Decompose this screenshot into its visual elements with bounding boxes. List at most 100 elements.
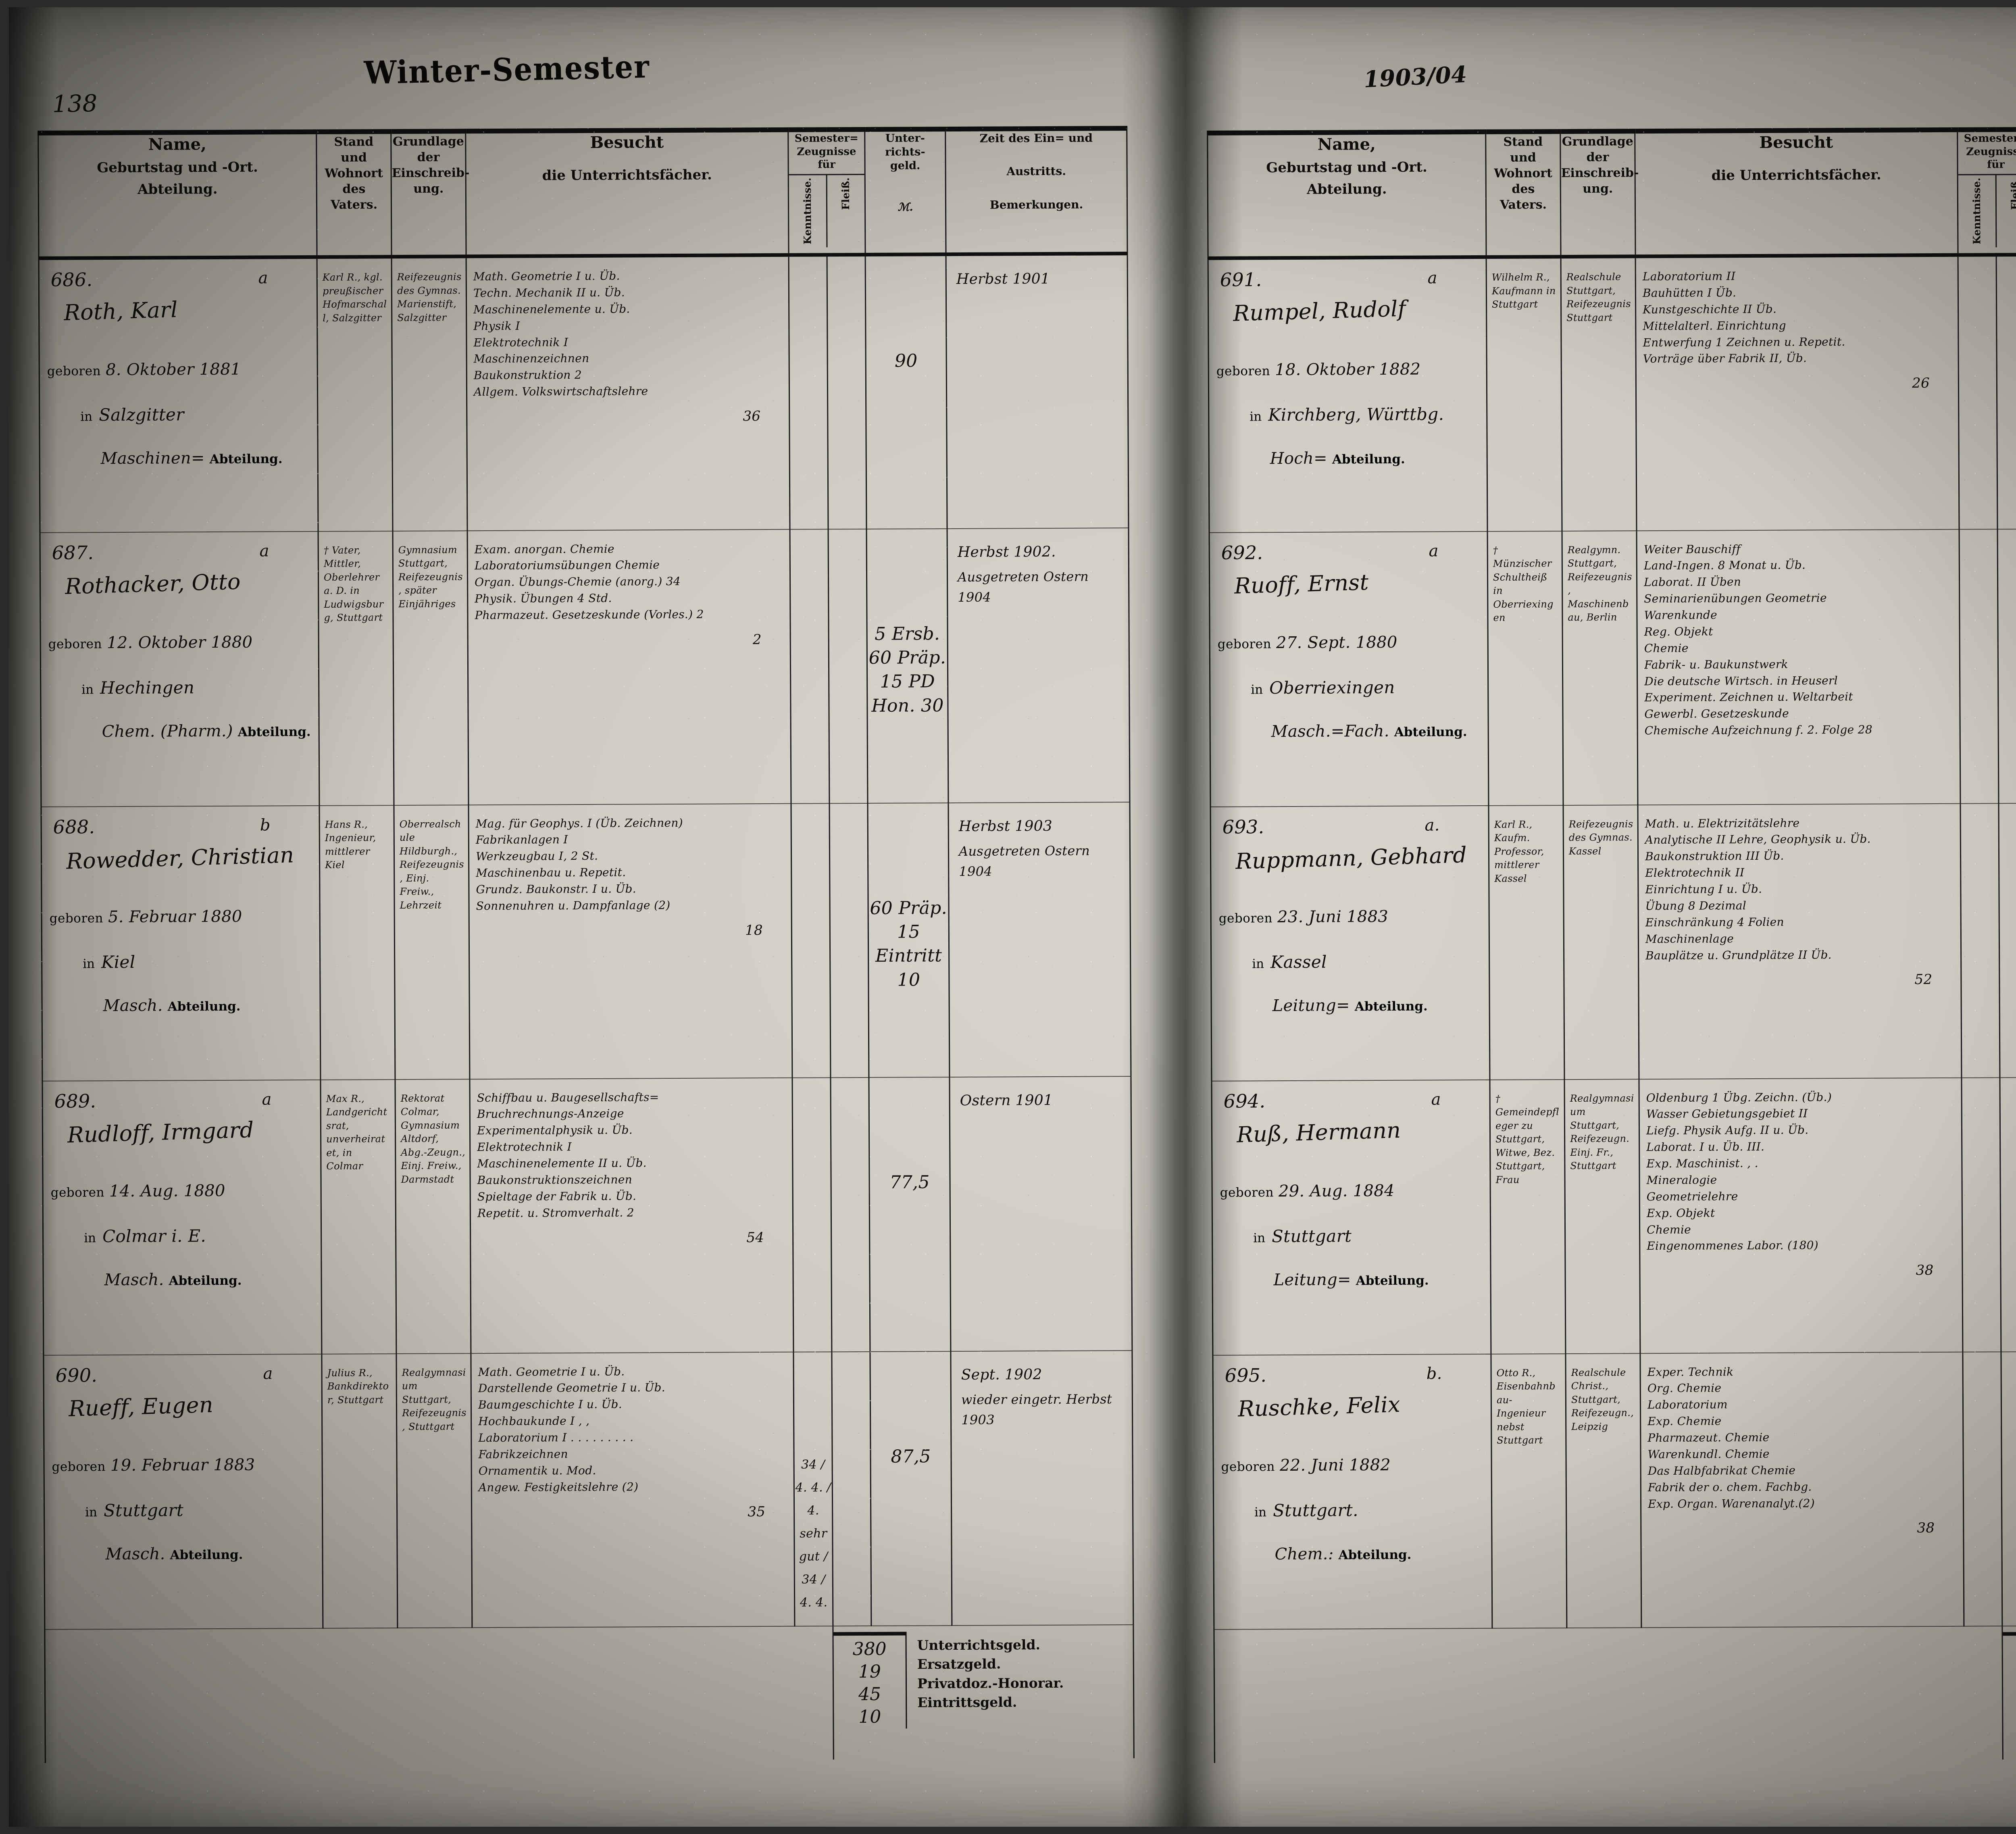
table-row[interactable]: 687. a Rothacker, Otto geboren 12. Oktober 1…	[40, 527, 1130, 807]
entry-section-letter: b.	[1426, 1364, 1442, 1383]
subject-line: Organ. Übungs-Chemie (anorg.) 34	[475, 575, 681, 589]
table-row[interactable]: 688. b Rowedder, Christian geboren 5. Februa…	[41, 802, 1131, 1081]
entry-fee: 87,5	[891, 1446, 931, 1467]
subject-line: Weiter Bauschiff	[1643, 542, 1741, 556]
table-row[interactable]: 693. a. Ruppmann, Gebhard geboren 23. Juni 1…	[1210, 802, 2016, 1081]
entry-birth: geboren 22. Juni 1882	[1221, 1455, 1391, 1475]
entry-kenntnisse	[791, 804, 829, 904]
entry-subject-count: 36	[743, 408, 761, 425]
entry-birth: geboren 8. Oktober 1881	[47, 360, 241, 379]
entry-subjects: Exam. anorgan. Chemie Laboratoriumsübunge…	[468, 529, 790, 651]
cell-fleiss	[827, 254, 867, 529]
cell-grundlage: Oberrealschule Hildburgh., Reifezeugnis,…	[394, 804, 470, 1080]
entry-fee: 77,5	[889, 1171, 930, 1193]
subject-line: Kunstgeschichte II Üb.	[1643, 302, 1777, 316]
cell-kenntnisse	[790, 529, 829, 804]
entry-department: Masch. Abteilung.	[104, 1270, 242, 1289]
totals-values-left: 380 19 45 10	[833, 1632, 907, 1729]
cell-name: 695. b. Ruschke, Felix geboren 22. Juni 1882…	[1212, 1354, 1492, 1630]
subject-line: Liefg. Physik Aufg. II u. Üb.	[1646, 1123, 1809, 1138]
entries-body-left: 686. a Roth, Karl geboren 8. Oktober 1881 in S…	[39, 253, 1133, 1630]
entry-grundlage: Realschule Christ., Stuttgart, Reifezeug…	[1571, 1366, 1634, 1432]
entry-birth-place: in Hechingen	[81, 677, 195, 698]
entry-section-letter: a	[1427, 269, 1437, 288]
entry-father: † Gemeindepfleger zu Stuttgart, Witwe, B…	[1495, 1093, 1560, 1186]
entry-department: Maschinen= Abteilung.	[100, 449, 283, 468]
table-row[interactable]: 694. a Ruß, Hermann geboren 29. Aug. 1884 in S…	[1211, 1076, 2016, 1355]
entry-kenntnisse	[1959, 256, 1996, 357]
cell-father: † Gemeindepfleger zu Stuttgart, Witwe, B…	[1489, 1079, 1566, 1354]
subject-line: Bauplätze u. Grundplätze II Üb.	[1645, 948, 1832, 962]
cell-father: Hans R., Ingenieur, mittlerer Kiel	[319, 805, 395, 1080]
subject-line: Gewerbl. Gesetzeskunde	[1644, 707, 1789, 721]
subject-line: Laborat. II Üben	[1644, 575, 1741, 589]
table-row[interactable]: 692. a Ruoff, Ernst geboren 27. Sept. 1880 in…	[1209, 528, 2016, 807]
entry-remark-secondary: wieder eingetr. Herbst 1903	[961, 1391, 1112, 1428]
entry-subjects: Mag. für Geophys. I (Üb. Zeichnen) Fabrik…	[469, 804, 791, 942]
entry-grundlage: Realgymnasium Stuttgart, Reifezeugnis, S…	[402, 1366, 467, 1432]
table-row[interactable]: 690. a Rueff, Eugen geboren 19. Februar 1883…	[43, 1350, 1133, 1630]
table-row[interactable]: 689. a Rudloff, Irmgard geboren 14. Aug. 188…	[42, 1076, 1132, 1355]
entry-number: 686.	[50, 269, 93, 291]
subject-line: Exp. Chemie	[1647, 1414, 1722, 1428]
subject-line: Maschinenbau u. Repetit.	[476, 865, 626, 880]
entry-number: 695.	[1225, 1364, 1267, 1386]
entry-name: Roth, Karl	[63, 296, 178, 326]
totals-labels-left: Unterrichtsgeld. Ersatzgeld. Privatdoz.-…	[917, 1636, 1064, 1711]
entry-kenntnisse	[791, 529, 828, 630]
cell-kenntnisse	[1960, 803, 2000, 1078]
cell-grundlage: Gymnasium Stuttgart, Reifezeugnis, späte…	[393, 530, 469, 805]
totals-row-left: 380 19 45 10 Unterrichtsgeld. Ersatzgeld…	[44, 1624, 1134, 1763]
subject-line: Bauhütten I Üb.	[1642, 286, 1737, 300]
entry-remark: Herbst 1901	[956, 270, 1050, 288]
cell-fleiss	[1999, 1077, 2016, 1352]
cell-kenntnisse	[789, 254, 829, 529]
entry-subjects: Math. Geometrie I u. Üb. Darstellende Geo…	[471, 1352, 793, 1523]
entry-father: Karl R., Kaufm. Professor, mittlerer Kas…	[1494, 818, 1544, 884]
entry-name: Ruoff, Ernst	[1234, 569, 1369, 599]
entry-fleiss	[2001, 1352, 2016, 1453]
entries-body-right: 691. a Rumpel, Rudolf geboren 18. Oktober 18…	[1208, 254, 2016, 1630]
subject-line: Laboratoriumsübungen Chemie	[474, 558, 660, 573]
entry-birth: geboren 5. Februar 1880	[49, 907, 242, 926]
subject-line: Math. Geometrie I u. Üb.	[473, 269, 620, 283]
semester-title: Winter-Semester	[363, 48, 650, 92]
cell-fleiss	[1997, 529, 2016, 803]
cell-fleiss	[2001, 1351, 2016, 1626]
subject-line: Baumgeschichte I u. Üb.	[478, 1397, 623, 1412]
subject-line: Grundz. Baukonstr. I u. Üb.	[476, 882, 636, 896]
table-row[interactable]: 691. a Rumpel, Rudolf geboren 18. Oktober 18…	[1208, 254, 2016, 533]
entry-name: Rowedder, Christian	[66, 842, 295, 874]
subject-line: Elektrotechnik I	[477, 1140, 572, 1154]
entry-remark-secondary: Ausgetreten Ostern 1904	[958, 843, 1090, 879]
subject-line: Eingenommenes Labor. (180)	[1647, 1238, 1818, 1253]
entry-department: Hoch= Abteilung.	[1270, 449, 1405, 468]
entry-department: Masch. Abteilung.	[103, 996, 241, 1015]
cell-kenntnisse	[1962, 1351, 2002, 1626]
subject-line: Sonnenuhren u. Dampfanlage (2)	[476, 898, 671, 913]
cell-grundlage: Rektorat Colmar, Gymnasium Altdorf, Abg.…	[395, 1079, 471, 1354]
entry-section-letter: a.	[1425, 815, 1440, 835]
entry-section-letter: a	[259, 541, 269, 561]
entry-birth: geboren 23. Juni 1883	[1218, 907, 1389, 926]
entry-number: 693.	[1222, 815, 1264, 838]
totals-values-right: 380 - 25 30	[2003, 1632, 2016, 1729]
col-header-name: Name, Geburtstag und -Ort. Abteilung.	[38, 131, 317, 258]
subject-line: Org. Chemie	[1647, 1381, 1722, 1395]
entry-birth-place: in Stuttgart	[85, 1500, 184, 1520]
cell-subjects: Laboratorium II Bauhütten I Üb. Kunstgesch…	[1635, 255, 1960, 531]
col-header-zeugnisse: Semester= Zeugnisse für Kenntnisse. Flei…	[1957, 129, 2016, 255]
totals-spacer-left	[44, 1626, 834, 1763]
subject-line: Einschränkung 4 Folien	[1645, 915, 1784, 929]
cell-name: 690. a Rueff, Eugen geboren 19. Februar 1883…	[43, 1354, 323, 1630]
cell-name: 694. a Ruß, Hermann geboren 29. Aug. 1884 in S…	[1211, 1080, 1491, 1355]
cell-name: 686. a Roth, Karl geboren 8. Oktober 1881 in S…	[39, 257, 319, 533]
subject-line: Laboratorium II	[1642, 269, 1736, 283]
register-table-left: Name, Geburtstag und -Ort. Abteilung. St…	[37, 126, 1135, 1763]
subject-line: Oldenburg 1 Übg. Zeichn. (Üb.)	[1646, 1090, 1832, 1105]
entry-birth-place: in Kiel	[83, 952, 135, 972]
entry-subjects: Weiter Bauschiff Land-Ingen. 8 Monat u. Ü…	[1637, 529, 1960, 739]
table-row[interactable]: 695. b. Ruschke, Felix geboren 22. Juni 1882…	[1212, 1350, 2016, 1630]
cell-subjects: Mag. für Geophys. I (Üb. Zeichnen) Fabrik…	[468, 803, 792, 1079]
table-row[interactable]: 686. a Roth, Karl geboren 8. Oktober 1881 in S…	[39, 253, 1129, 533]
